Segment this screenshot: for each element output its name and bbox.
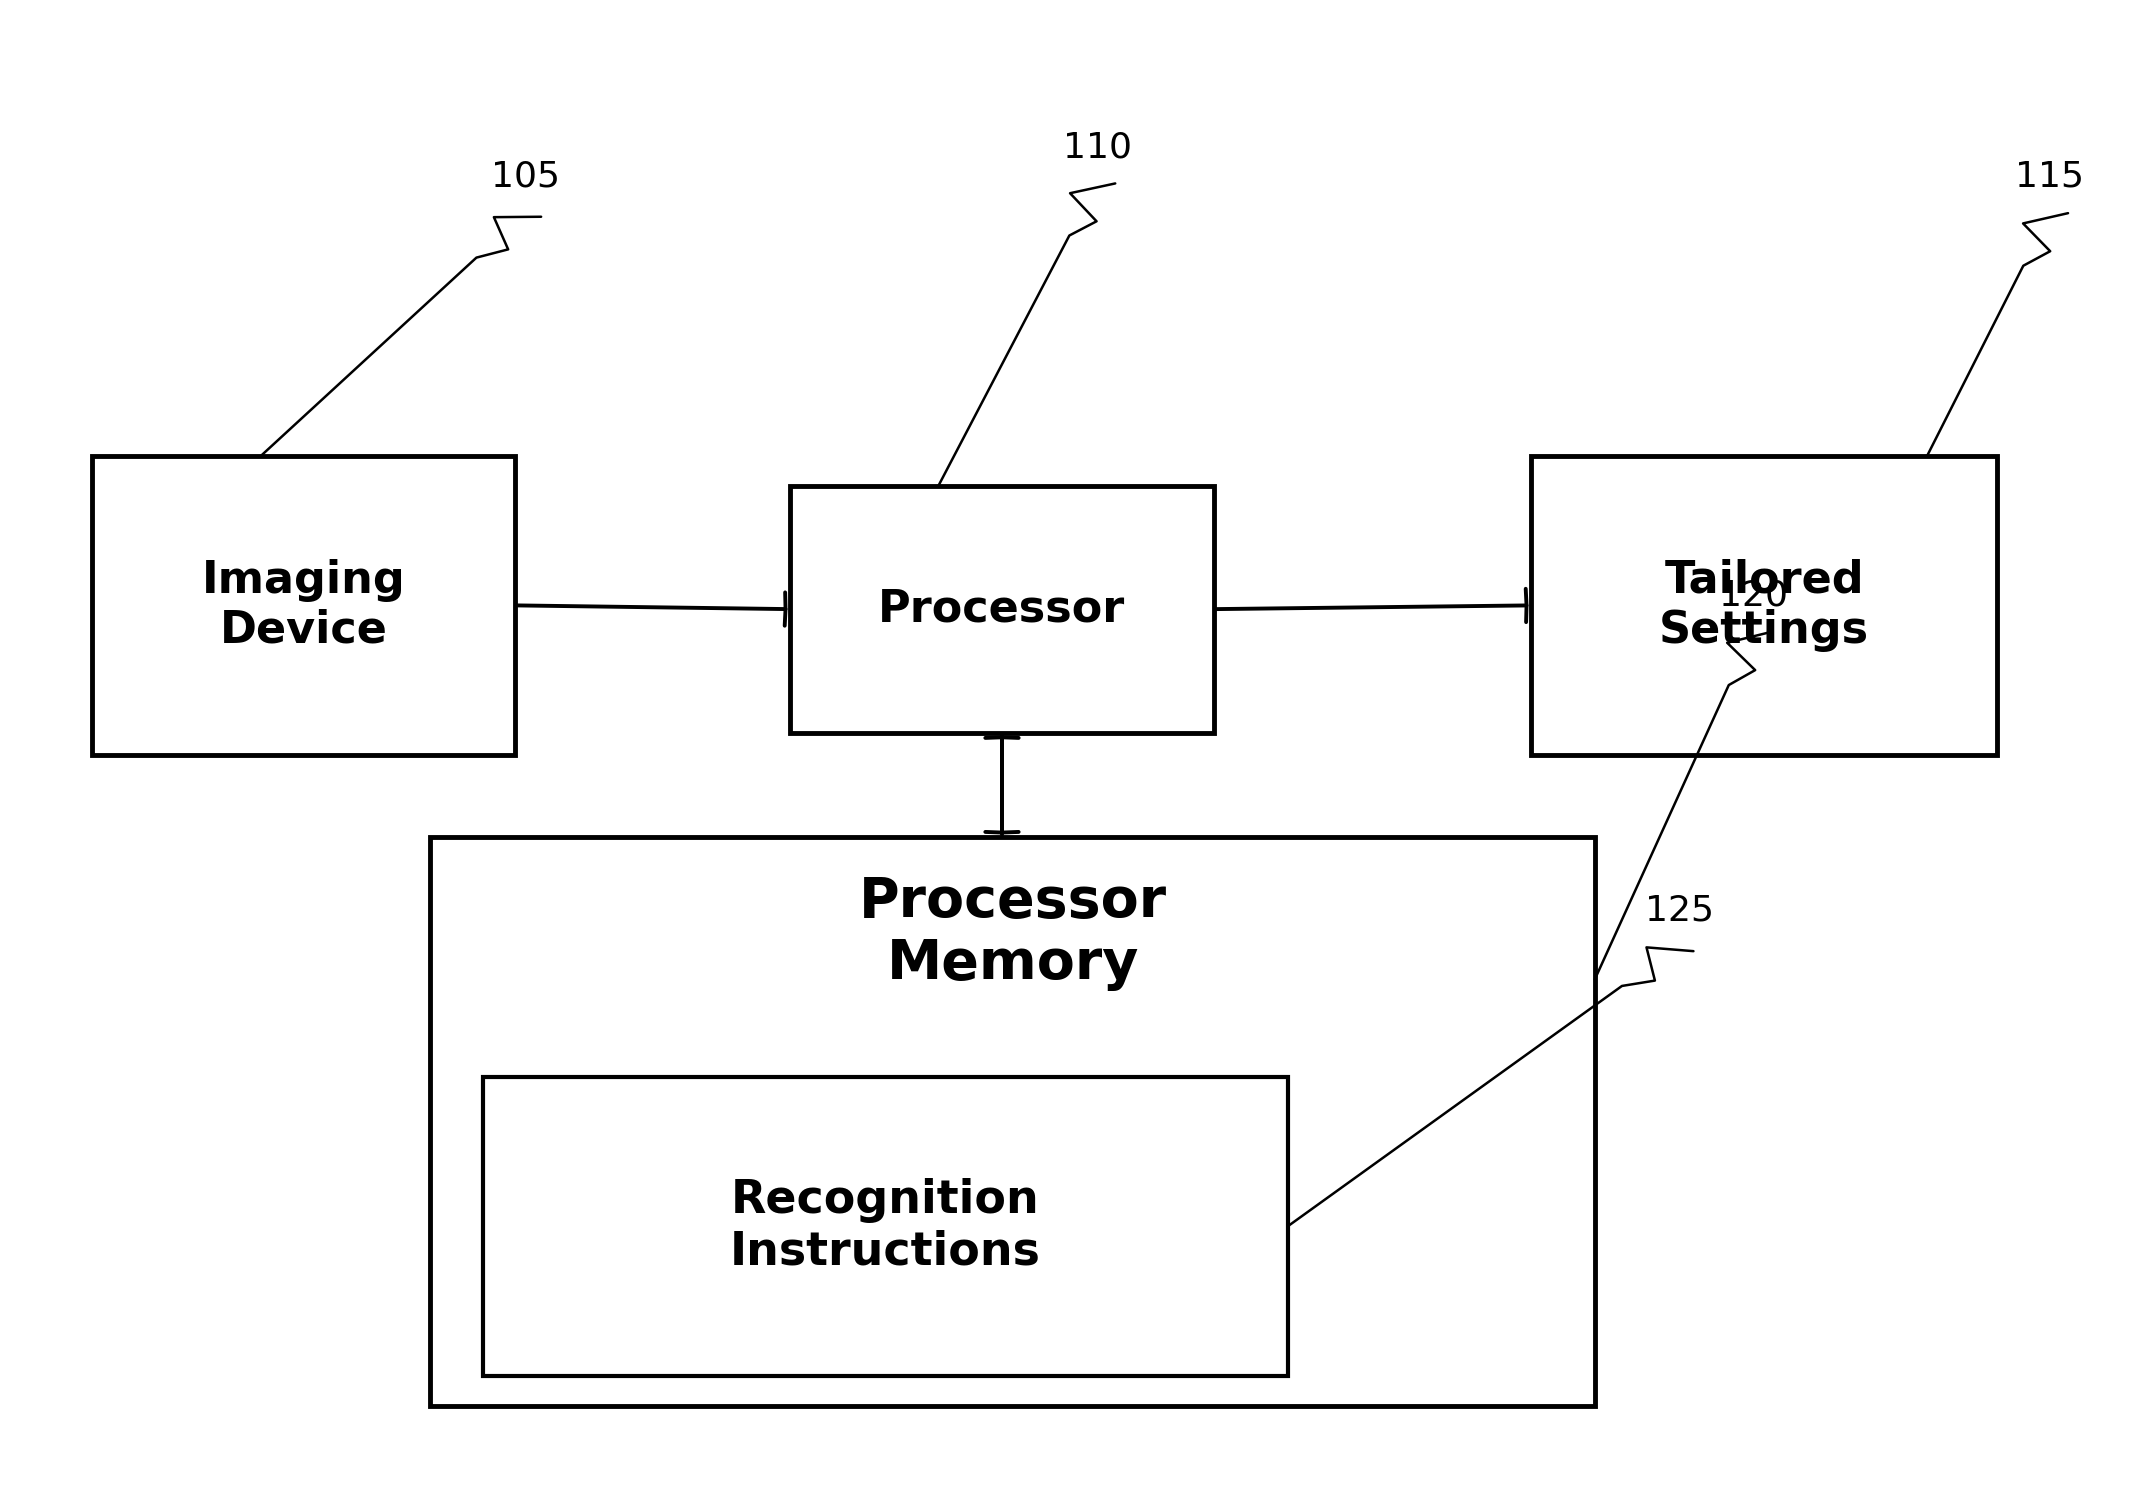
FancyBboxPatch shape xyxy=(791,486,1215,732)
Text: Imaging
Device: Imaging Device xyxy=(202,559,405,652)
FancyBboxPatch shape xyxy=(484,1077,1287,1376)
Text: Processor
Memory: Processor Memory xyxy=(859,874,1166,991)
Text: 105: 105 xyxy=(490,160,560,193)
FancyBboxPatch shape xyxy=(430,837,1594,1406)
Text: Tailored
Settings: Tailored Settings xyxy=(1660,559,1869,652)
FancyBboxPatch shape xyxy=(92,456,516,755)
Text: 115: 115 xyxy=(2016,160,2084,193)
Text: 110: 110 xyxy=(1063,130,1132,165)
Text: Processor: Processor xyxy=(878,587,1125,631)
FancyBboxPatch shape xyxy=(1532,456,1997,755)
Text: Recognition
Instructions: Recognition Instructions xyxy=(731,1178,1040,1274)
Text: 120: 120 xyxy=(1720,578,1788,613)
Text: 125: 125 xyxy=(1645,892,1713,927)
